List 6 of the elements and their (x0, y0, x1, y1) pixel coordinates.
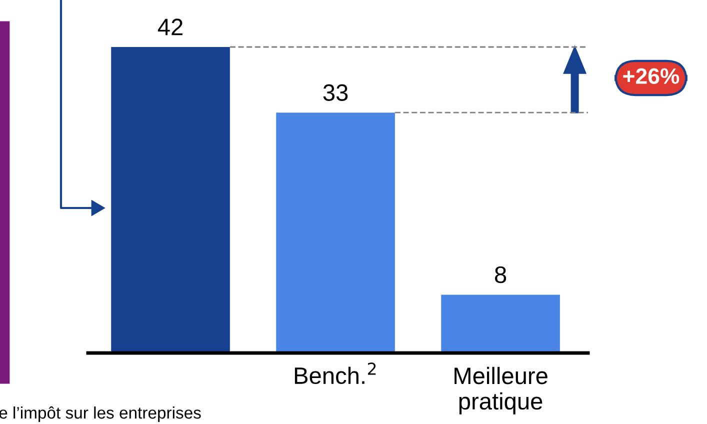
x-tick-label: Meilleure pratique (454, 366, 548, 414)
data-label: 8 (495, 266, 506, 284)
text: +26% (623, 68, 680, 84)
x-tick-label: Bench.$^{2}$ (294, 362, 376, 384)
data-label: 33 (323, 84, 348, 101)
data-label: 42 (158, 18, 182, 36)
